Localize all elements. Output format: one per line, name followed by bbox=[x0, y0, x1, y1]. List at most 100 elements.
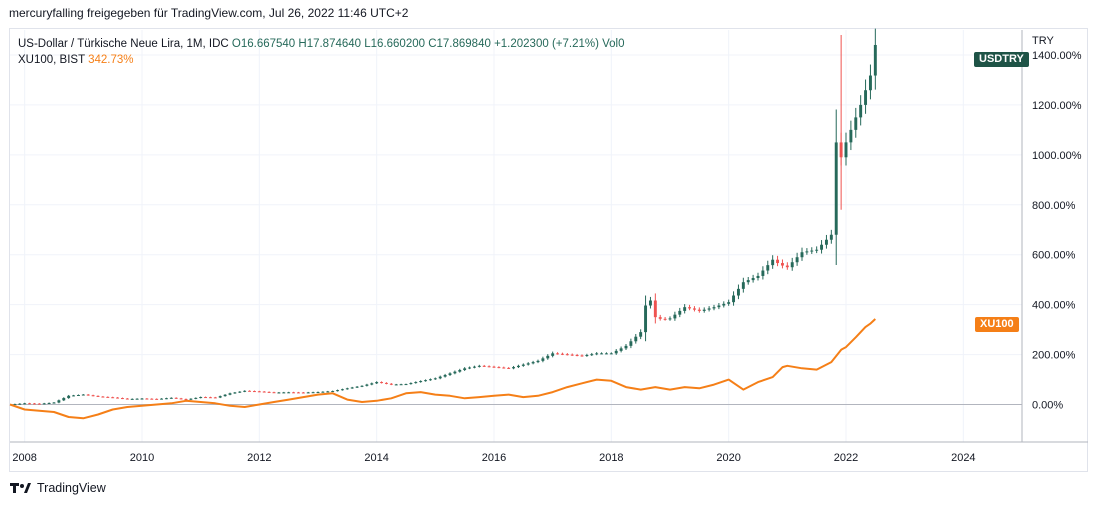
usdtry-candle[interactable] bbox=[736, 288, 740, 296]
usdtry-candle[interactable] bbox=[111, 397, 115, 399]
usdtry-candle[interactable] bbox=[360, 385, 364, 387]
usdtry-candle[interactable] bbox=[712, 307, 716, 309]
usdtry-candle[interactable] bbox=[482, 365, 486, 367]
usdtry-candle[interactable] bbox=[311, 392, 315, 394]
usdtry-candle[interactable] bbox=[487, 366, 491, 368]
usdtry-candle[interactable] bbox=[47, 402, 51, 404]
usdtry-candle[interactable] bbox=[859, 104, 863, 118]
usdtry-candle[interactable] bbox=[194, 397, 198, 399]
usdtry-candle[interactable] bbox=[443, 374, 447, 377]
usdtry-candle[interactable] bbox=[145, 398, 149, 400]
usdtry-candle[interactable] bbox=[130, 398, 134, 400]
usdtry-candle[interactable] bbox=[365, 384, 369, 386]
usdtry-candle[interactable] bbox=[296, 392, 300, 394]
usdtry-candle[interactable] bbox=[116, 397, 120, 399]
usdtry-candle[interactable] bbox=[345, 388, 349, 390]
usdtry-candle[interactable] bbox=[575, 355, 579, 357]
usdtry-candle[interactable] bbox=[419, 381, 423, 383]
usdtry-candle[interactable] bbox=[228, 393, 232, 395]
usdtry-candle[interactable] bbox=[722, 303, 726, 306]
usdtry-candle[interactable] bbox=[820, 244, 824, 250]
usdtry-candle[interactable] bbox=[72, 395, 76, 397]
usdtry-candle[interactable] bbox=[702, 309, 706, 311]
usdtry-candle[interactable] bbox=[428, 379, 432, 381]
usdtry-candle[interactable] bbox=[267, 391, 271, 393]
usdtry-candle[interactable] bbox=[433, 378, 437, 380]
usdtry-candle[interactable] bbox=[692, 308, 696, 310]
usdtry-candle[interactable] bbox=[600, 353, 604, 355]
usdtry-candle[interactable] bbox=[321, 391, 325, 393]
usdtry-candle[interactable] bbox=[404, 384, 408, 386]
usdtry-candle[interactable] bbox=[541, 358, 545, 361]
usdtry-candle[interactable] bbox=[174, 397, 178, 399]
usdtry-candle[interactable] bbox=[595, 353, 599, 355]
usdtry-candle[interactable] bbox=[18, 403, 22, 405]
usdtry-candle[interactable] bbox=[512, 367, 516, 369]
usdtry-candle[interactable] bbox=[13, 404, 17, 406]
usdtry-candle[interactable] bbox=[771, 259, 775, 266]
usdtry-candle[interactable] bbox=[644, 305, 648, 333]
usdtry-candle[interactable] bbox=[507, 367, 511, 369]
usdtry-candle[interactable] bbox=[732, 295, 736, 303]
usdtry-candle[interactable] bbox=[849, 129, 853, 143]
usdtry-candle[interactable] bbox=[316, 392, 320, 394]
usdtry-candle[interactable] bbox=[262, 391, 266, 393]
usdtry-candle[interactable] bbox=[204, 397, 208, 399]
usdtry-candle[interactable] bbox=[91, 395, 95, 397]
usdtry-candle[interactable] bbox=[844, 142, 848, 158]
xu100-line[interactable] bbox=[9, 318, 876, 420]
usdtry-candle[interactable] bbox=[189, 398, 193, 400]
usdtry-candle[interactable] bbox=[448, 373, 452, 375]
usdtry-candle[interactable] bbox=[306, 392, 310, 394]
usdtry-candle[interactable] bbox=[384, 382, 388, 384]
usdtry-candle[interactable] bbox=[399, 384, 403, 386]
usdtry-candle[interactable] bbox=[424, 380, 428, 382]
usdtry-candle[interactable] bbox=[28, 403, 32, 405]
usdtry-candle[interactable] bbox=[380, 382, 384, 384]
usdtry-candle[interactable] bbox=[370, 383, 374, 385]
usdtry-candle[interactable] bbox=[394, 384, 398, 386]
usdtry-candle[interactable] bbox=[590, 354, 594, 356]
usdtry-candle[interactable] bbox=[639, 332, 643, 337]
usdtry-candle[interactable] bbox=[208, 397, 212, 399]
usdtry-candle[interactable] bbox=[52, 402, 56, 404]
usdtry-candle[interactable] bbox=[81, 394, 85, 396]
usdtry-candle[interactable] bbox=[257, 391, 261, 393]
usdtry-candle[interactable] bbox=[546, 355, 550, 359]
usdtry-candle[interactable] bbox=[536, 360, 540, 363]
usdtry-candle[interactable] bbox=[125, 398, 129, 400]
legend-main-symbol[interactable]: US-Dollar / Türkische Neue Lira, 1M, IDC bbox=[18, 38, 229, 50]
usdtry-candle[interactable] bbox=[169, 397, 173, 399]
usdtry-candle[interactable] bbox=[233, 392, 237, 394]
usdtry-candle[interactable] bbox=[717, 305, 721, 308]
usdtry-candle[interactable] bbox=[580, 355, 584, 357]
usdtry-candle[interactable] bbox=[614, 350, 618, 354]
usdtry-candle[interactable] bbox=[521, 364, 525, 366]
usdtry-candle[interactable] bbox=[37, 403, 41, 405]
usdtry-candle[interactable] bbox=[516, 365, 520, 368]
usdtry-candle[interactable] bbox=[815, 249, 819, 251]
usdtry-candle[interactable] bbox=[331, 391, 335, 393]
usdtry-candle[interactable] bbox=[868, 75, 872, 91]
usdtry-candle[interactable] bbox=[707, 308, 711, 310]
usdtry-candle[interactable] bbox=[741, 282, 745, 289]
usdtry-candle[interactable] bbox=[101, 396, 105, 398]
usdtry-candle[interactable] bbox=[766, 265, 770, 271]
legend-compare-symbol[interactable]: XU100, BIST bbox=[18, 54, 85, 66]
usdtry-candle[interactable] bbox=[800, 252, 804, 258]
usdtry-candle[interactable] bbox=[776, 259, 780, 264]
usdtry-candle[interactable] bbox=[668, 318, 672, 320]
usdtry-candle[interactable] bbox=[795, 257, 799, 263]
usdtry-candle[interactable] bbox=[409, 383, 413, 385]
usdtry-candle[interactable] bbox=[340, 389, 344, 391]
usdtry-candle[interactable] bbox=[160, 398, 164, 400]
usdtry-candle[interactable] bbox=[785, 265, 789, 268]
usdtry-candle[interactable] bbox=[565, 354, 569, 356]
usdtry-candle[interactable] bbox=[834, 142, 838, 235]
tradingview-logo[interactable]: TradingView bbox=[10, 481, 106, 495]
usdtry-candle[interactable] bbox=[551, 353, 555, 356]
usdtry-candle[interactable] bbox=[458, 370, 462, 372]
usdtry-candle[interactable] bbox=[218, 396, 222, 398]
usdtry-candle[interactable] bbox=[472, 366, 476, 368]
